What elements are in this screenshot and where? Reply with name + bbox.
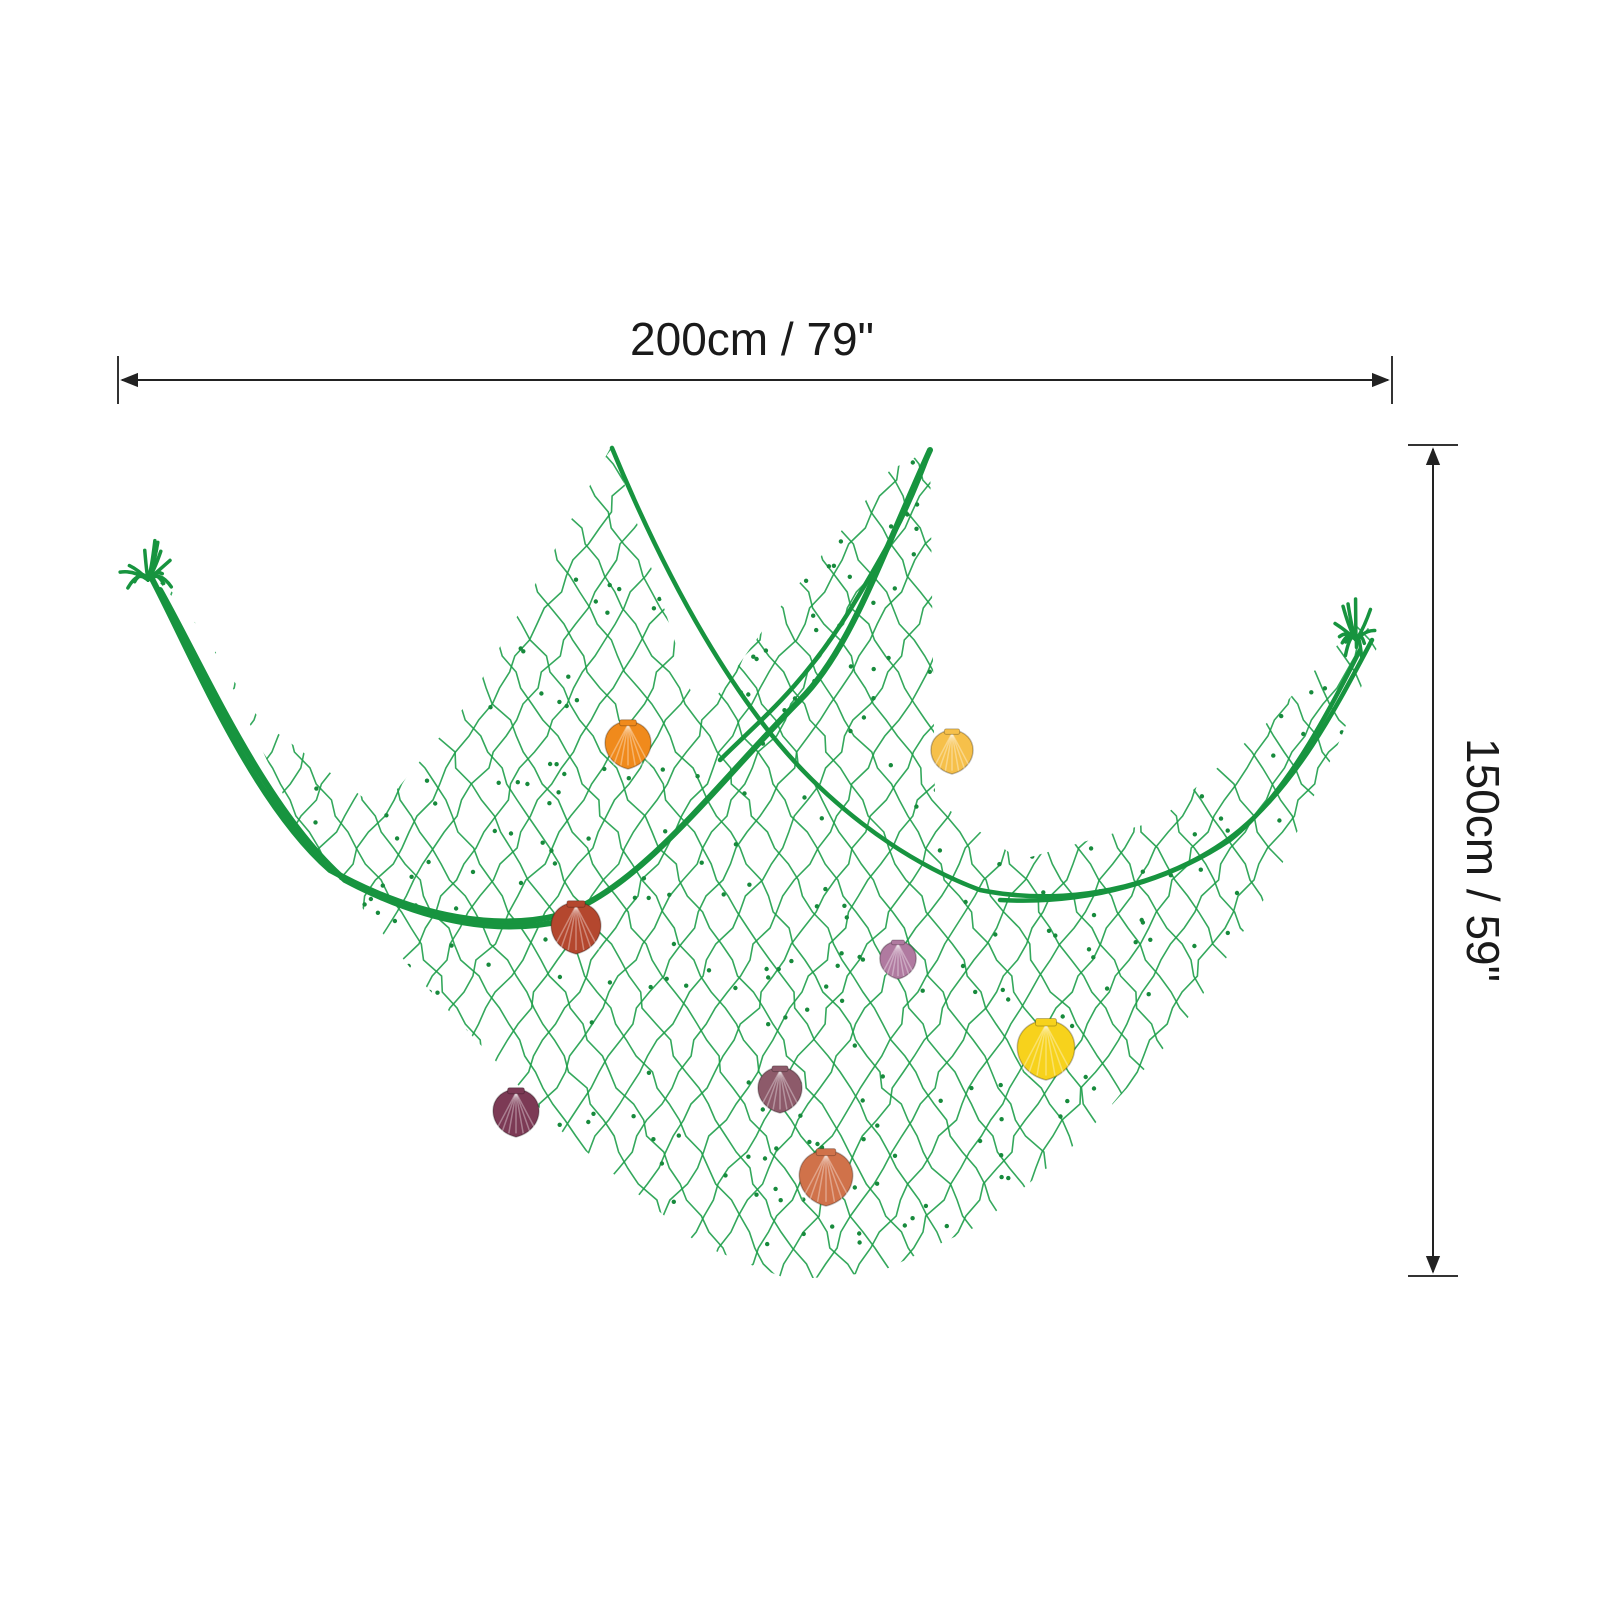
shell-spotted-brown-icon <box>757 1065 803 1114</box>
width-dimension: 200cm / 79" <box>117 313 1393 404</box>
seashells <box>492 719 1076 1207</box>
shell-plum-icon <box>492 1087 540 1138</box>
height-dimension: 150cm / 59" <box>1408 444 1509 1277</box>
shell-rust-icon <box>550 900 602 955</box>
shell-yellow-light-icon <box>930 728 974 775</box>
net-mesh <box>140 445 1380 1280</box>
height-label: 150cm / 59" <box>1457 738 1509 982</box>
width-label: 200cm / 79" <box>630 313 874 365</box>
net-tassels <box>118 538 1377 659</box>
fishing-net-image <box>118 445 1380 1280</box>
shell-yellow-icon <box>1016 1018 1076 1081</box>
shell-lavender-icon <box>879 939 917 980</box>
shell-orange-icon <box>604 719 652 770</box>
shell-coral-icon <box>798 1148 854 1207</box>
